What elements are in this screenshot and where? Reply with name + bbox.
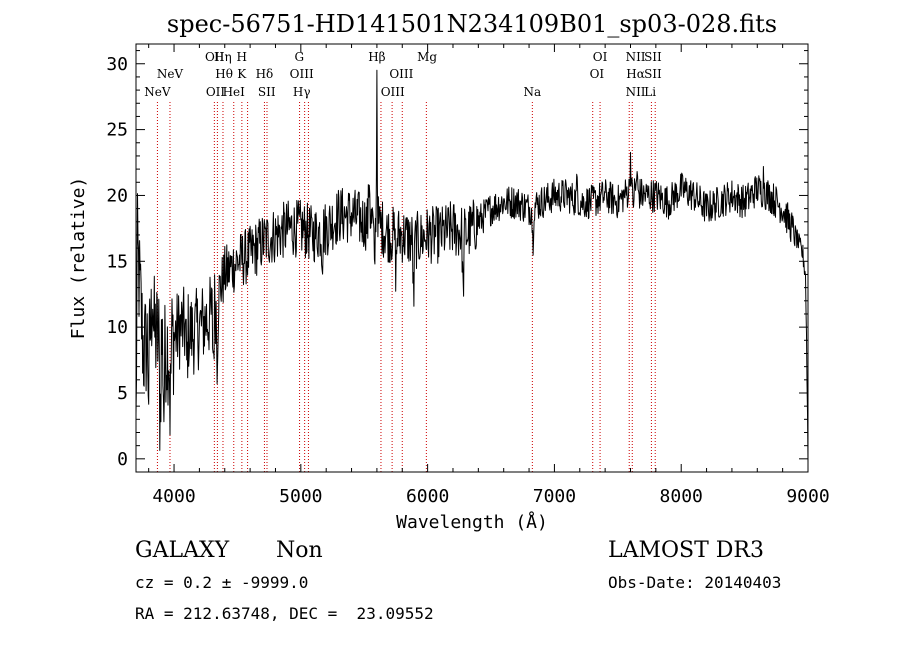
y-tick-label: 5: [117, 383, 128, 404]
object-subclass: Non: [276, 538, 323, 563]
y-tick-label: 0: [117, 449, 128, 470]
chart-title: spec-56751-HD141501N234109B01_sp03-028.f…: [167, 10, 777, 38]
marker-label: Hγ: [293, 85, 311, 99]
redshift-info: cz = 0.2 ± -9999.0: [135, 573, 309, 592]
marker-label: HeI: [223, 85, 246, 99]
marker-label: Na: [524, 85, 542, 99]
marker-label: K: [237, 67, 247, 81]
marker-label: NeV: [157, 67, 184, 81]
marker-label: OIII: [381, 85, 405, 99]
marker-label: G: [295, 50, 305, 64]
x-tick-label: 5000: [279, 486, 322, 507]
coordinates: RA = 212.63748, DEC = 23.09552: [135, 604, 434, 623]
y-tick-label: 10: [106, 317, 128, 338]
y-axis-label: Flux (relative): [68, 177, 89, 340]
x-axis-label: Wavelength (Å): [396, 511, 548, 533]
marker-label: Hη: [214, 50, 232, 64]
marker-label: Hθ: [215, 67, 233, 81]
marker-label: OI: [593, 50, 608, 64]
y-axis-ticks: 0 5 10 15 20 25 30: [106, 50, 808, 470]
marker-label: Mg: [417, 50, 437, 64]
marker-label: Hα: [626, 67, 645, 81]
marker-label: SII: [644, 67, 662, 81]
spectral-marker-lines: [156, 102, 656, 472]
x-tick-label: 7000: [533, 486, 576, 507]
marker-label: OII: [206, 85, 226, 99]
marker-label: NII: [626, 50, 646, 64]
observation-date: Obs-Date: 20140403: [608, 573, 782, 592]
y-tick-label: 25: [106, 120, 128, 141]
marker-label: H: [237, 50, 247, 64]
y-tick-label: 15: [106, 251, 128, 272]
marker-label: Hβ: [368, 50, 385, 64]
marker-label: Hδ: [256, 67, 274, 81]
marker-label: NeV: [144, 85, 171, 99]
x-tick-label: 8000: [660, 486, 703, 507]
x-tick-label: 6000: [406, 486, 449, 507]
marker-label: OIII: [290, 67, 314, 81]
marker-label: OIII: [389, 67, 413, 81]
x-tick-label: 4000: [152, 486, 195, 507]
marker-label: Li: [644, 85, 656, 99]
spectrum-line: [135, 69, 809, 463]
object-class: GALAXY: [135, 538, 230, 563]
marker-label: OI: [590, 67, 605, 81]
survey-name: LAMOST DR3: [608, 538, 764, 563]
plot-frame: [135, 43, 809, 473]
x-tick-label: 9000: [786, 486, 829, 507]
marker-label: OII: [205, 50, 225, 64]
y-tick-label: 20: [106, 185, 128, 206]
x-axis-ticks: 4000 5000 6000 7000 8000 9000: [148, 44, 830, 507]
y-tick-label: 30: [106, 54, 128, 75]
marker-label: NII: [626, 85, 646, 99]
marker-label: SII: [644, 50, 662, 64]
marker-label: SII: [258, 85, 276, 99]
